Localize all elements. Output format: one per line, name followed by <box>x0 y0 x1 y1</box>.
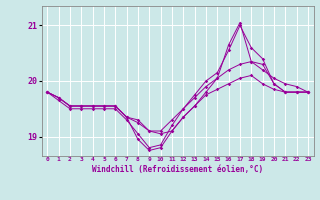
X-axis label: Windchill (Refroidissement éolien,°C): Windchill (Refroidissement éolien,°C) <box>92 165 263 174</box>
